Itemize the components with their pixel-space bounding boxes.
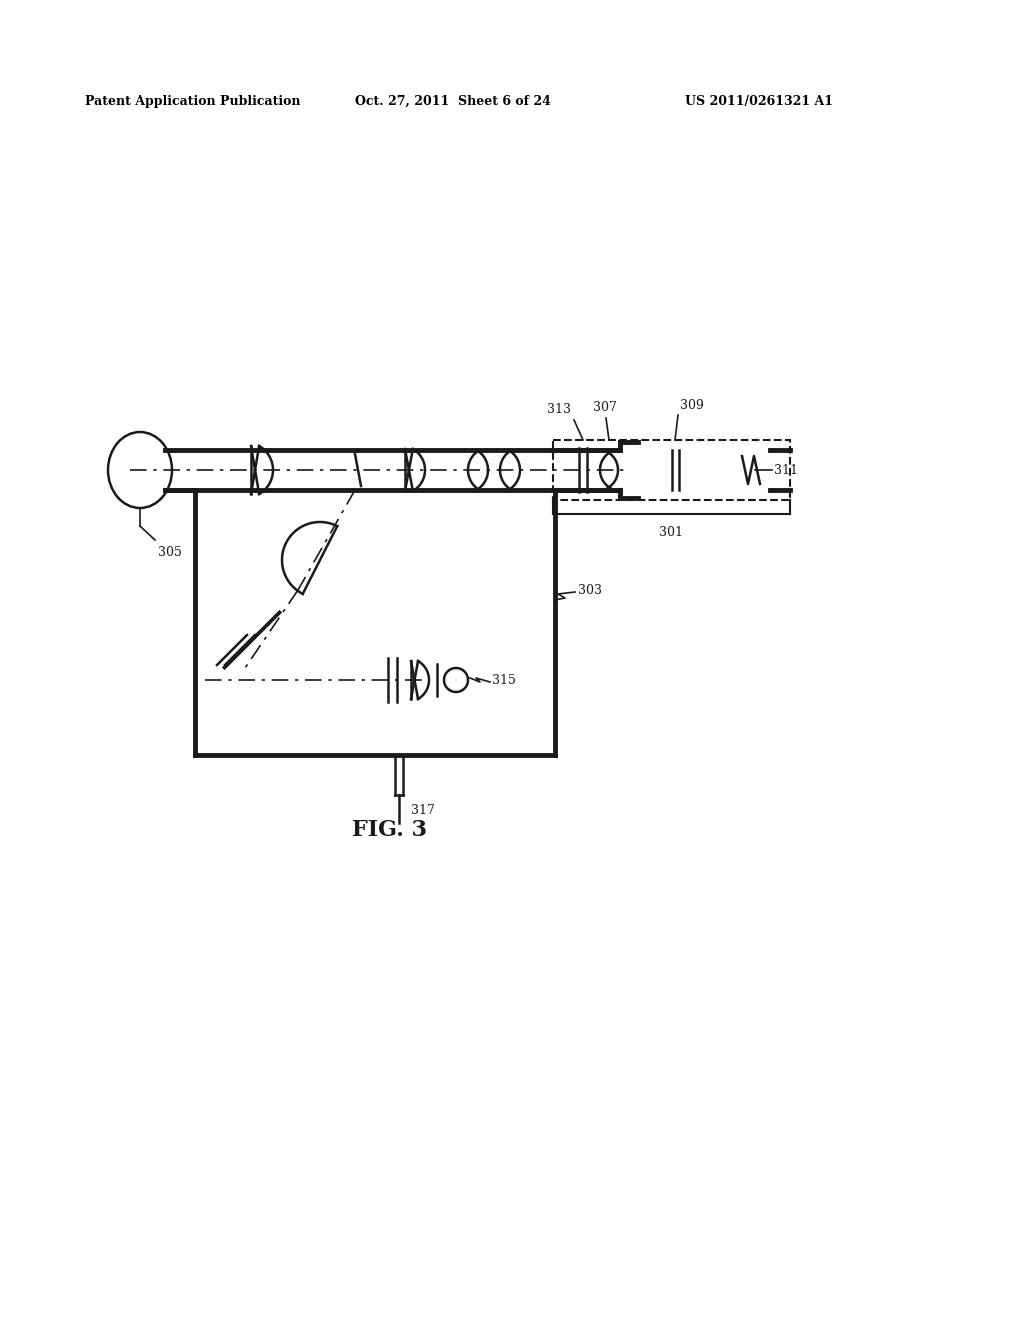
Text: Oct. 27, 2011  Sheet 6 of 24: Oct. 27, 2011 Sheet 6 of 24 xyxy=(355,95,551,108)
Text: US 2011/0261321 A1: US 2011/0261321 A1 xyxy=(685,95,833,108)
Bar xyxy=(553,440,790,500)
Text: 309: 309 xyxy=(680,399,703,412)
Text: 315: 315 xyxy=(492,673,516,686)
Text: 317: 317 xyxy=(411,804,435,817)
Text: FIG. 3: FIG. 3 xyxy=(352,818,427,841)
Text: 313: 313 xyxy=(547,403,571,416)
Text: 301: 301 xyxy=(659,525,683,539)
Text: 305: 305 xyxy=(158,546,182,558)
Text: 307: 307 xyxy=(593,401,616,414)
Text: 311: 311 xyxy=(774,463,798,477)
Text: 303: 303 xyxy=(578,583,602,597)
Text: Patent Application Publication: Patent Application Publication xyxy=(85,95,300,108)
